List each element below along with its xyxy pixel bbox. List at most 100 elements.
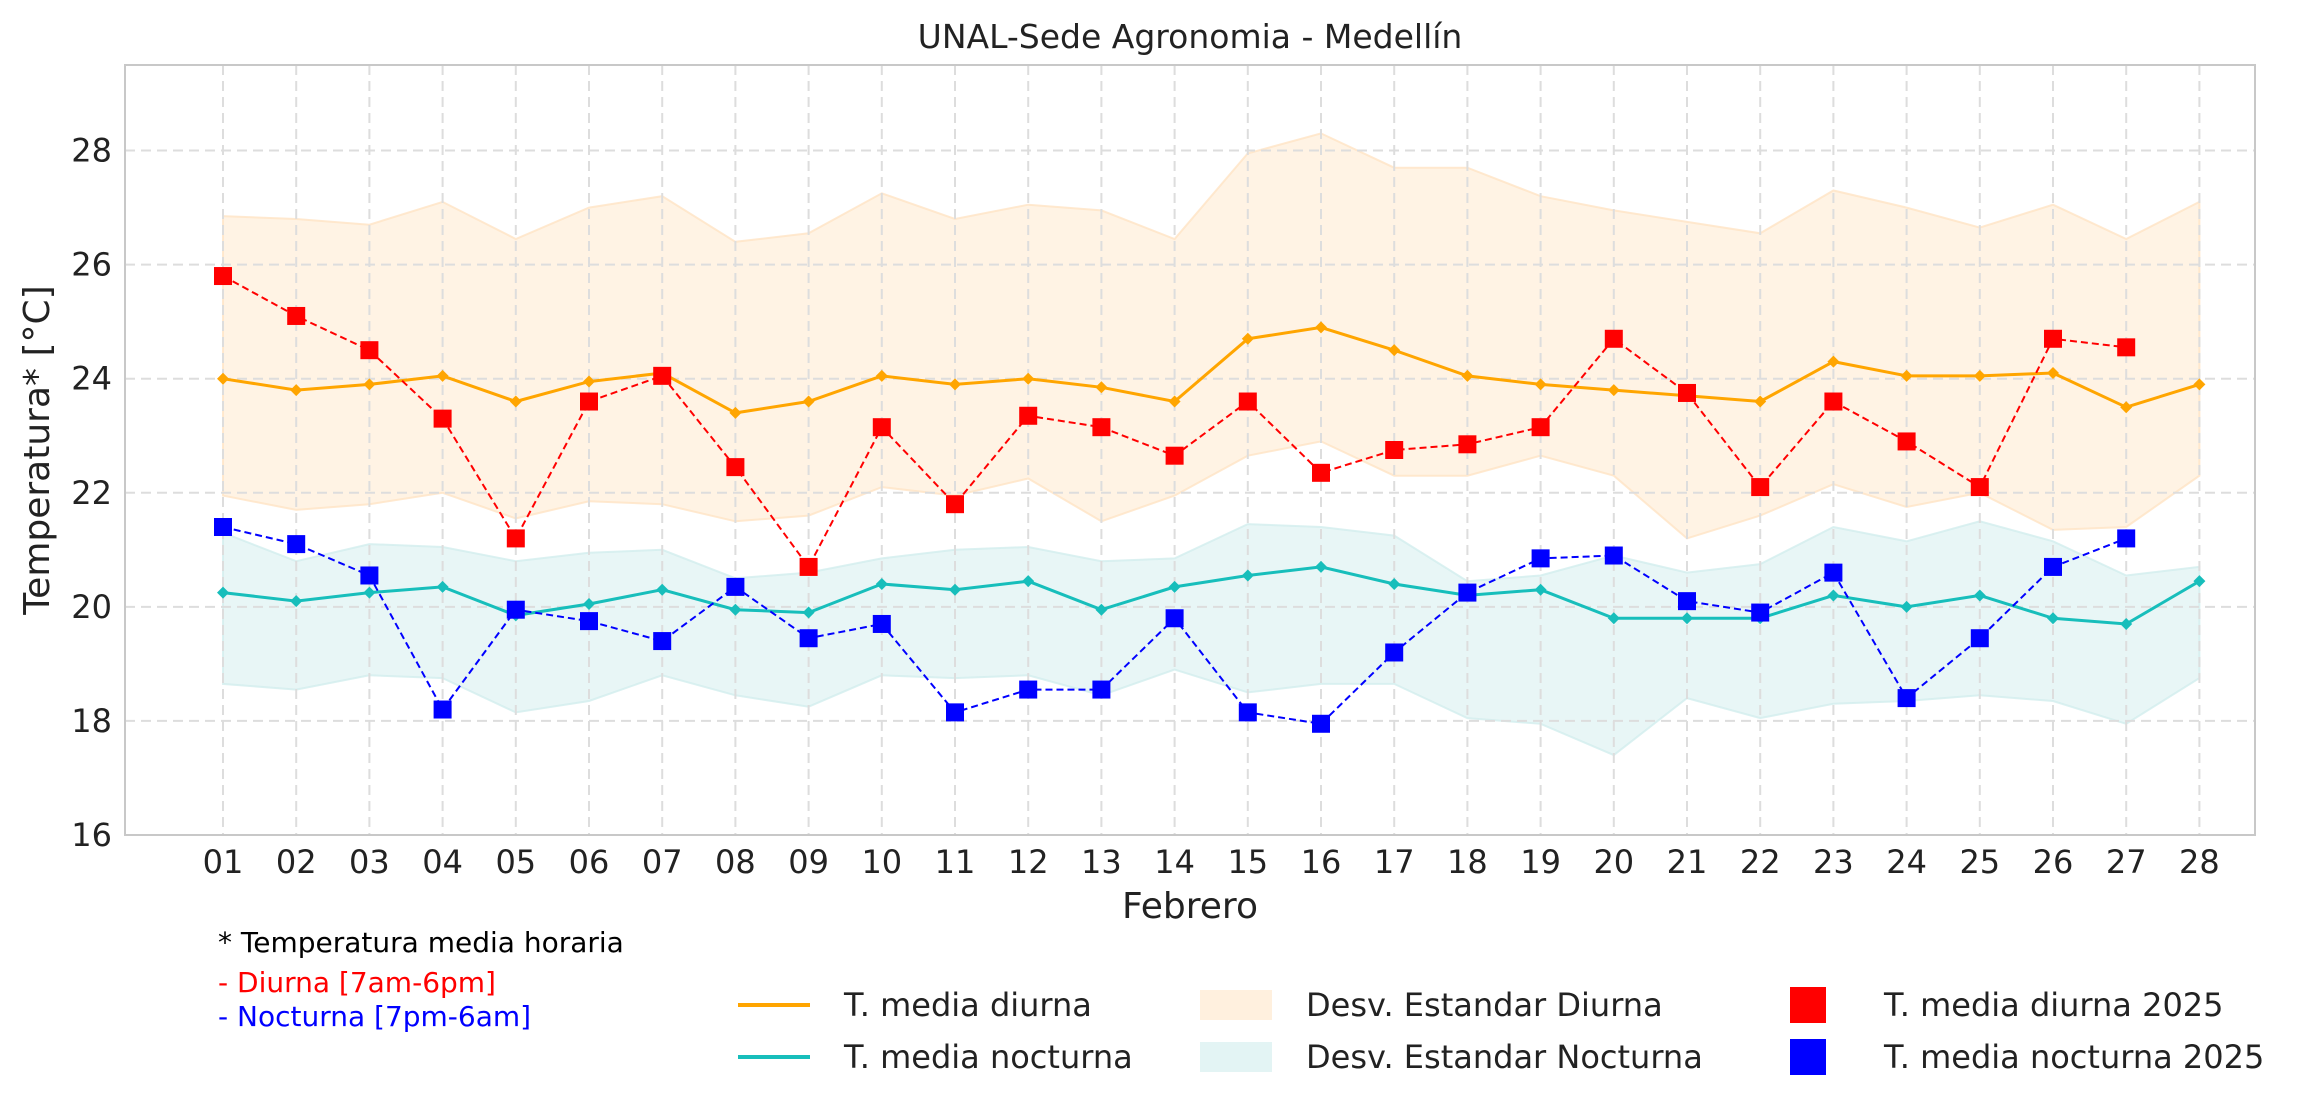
- point-media-nocturna: [1388, 578, 1401, 591]
- point-media-nocturna: [1607, 612, 1620, 625]
- series-line-media-nocturna: [222, 565, 2201, 626]
- point-nocturna-2025: [287, 535, 306, 554]
- legend-item-media-diurna: T. media diurna: [738, 986, 1092, 1024]
- legend-label-nocturna-2025: T. media nocturna 2025: [1884, 1038, 2265, 1076]
- point-media-nocturna: [949, 583, 961, 596]
- point-diurna-2025: [2117, 338, 2136, 357]
- legend-swatch-desv-diurna: [1200, 990, 1272, 1020]
- x-tick-label: 09: [788, 843, 829, 881]
- point-media-diurna: [2047, 367, 2059, 379]
- point-nocturna-2025: [1458, 583, 1477, 602]
- point-media-diurna: [436, 369, 449, 382]
- point-media-diurna: [1168, 395, 1181, 408]
- point-diurna-2025: [1824, 392, 1843, 411]
- point-media-diurna: [1461, 369, 1474, 382]
- legend-swatch-media-nocturna: [738, 1055, 810, 1059]
- legend-label-media-nocturna: T. media nocturna: [844, 1038, 1133, 1076]
- x-tick-label: 06: [569, 843, 610, 881]
- x-tick-label: 26: [2033, 843, 2074, 881]
- point-nocturna-2025: [1238, 703, 1257, 722]
- x-tick-label: 07: [642, 843, 683, 881]
- x-tick-label: 19: [1520, 843, 1561, 881]
- point-nocturna-2025: [1678, 592, 1696, 611]
- note-nighttime: - Nocturna [7pm-6am]: [218, 1000, 532, 1033]
- point-diurna-2025: [1312, 463, 1330, 482]
- legend-item-nocturna-2025: T. media nocturna 2025: [1772, 1038, 2264, 1076]
- point-media-nocturna: [1900, 600, 1913, 613]
- point-diurna-2025: [1751, 478, 1770, 497]
- point-media-diurna: [1241, 332, 1254, 345]
- point-media-diurna: [509, 395, 522, 408]
- point-diurna-2025: [433, 409, 452, 428]
- point-diurna-2025: [1019, 406, 1038, 425]
- point-media-nocturna: [436, 580, 449, 593]
- point-media-nocturna: [1315, 560, 1327, 573]
- point-media-diurna: [729, 406, 742, 419]
- x-tick-label: 05: [495, 843, 536, 881]
- point-media-diurna: [1973, 369, 1986, 382]
- x-axis-label: Febrero: [1122, 886, 1258, 927]
- point-nocturna-2025: [1751, 603, 1770, 622]
- legend-label-desv-diurna: Desv. Estandar Diurna: [1306, 986, 1663, 1024]
- point-diurna-2025: [2044, 329, 2062, 348]
- y-tick-label: 22: [71, 474, 112, 512]
- point-media-diurna: [1095, 381, 1108, 394]
- point-media-diurna: [2193, 378, 2206, 391]
- x-tick-label: 14: [1154, 843, 1195, 881]
- y-tick-label: 28: [71, 132, 112, 170]
- x-tick-label: 04: [422, 843, 463, 881]
- point-media-diurna: [802, 395, 815, 408]
- x-tick-label: 20: [1593, 843, 1634, 881]
- point-nocturna-2025: [580, 612, 598, 631]
- note-daytime: - Diurna [7am-6pm]: [218, 966, 496, 999]
- std-bands: [222, 132, 2201, 757]
- x-tick-label: 18: [1447, 843, 1488, 881]
- point-media-diurna: [1827, 355, 1840, 368]
- note-hourly-mean: * Temperatura media horaria: [218, 926, 624, 959]
- legend-swatch-nocturna-2025: [1790, 1039, 1826, 1075]
- point-media-nocturna: [802, 606, 815, 619]
- point-media-nocturna: [1973, 589, 1986, 602]
- point-media-diurna: [2120, 401, 2133, 414]
- legend-label-diurna-2025: T. media diurna 2025: [1884, 986, 2224, 1024]
- plot-frame: [124, 64, 2256, 836]
- point-media-diurna: [1754, 395, 1767, 408]
- point-diurna-2025: [1385, 441, 1404, 459]
- point-media-diurna: [583, 375, 595, 388]
- point-nocturna-2025: [506, 600, 525, 619]
- point-media-nocturna: [2047, 612, 2059, 625]
- point-media-nocturna: [363, 586, 376, 599]
- x-tick-label: 13: [1081, 843, 1122, 881]
- y-tick-label: 18: [71, 702, 112, 740]
- point-nocturna-2025: [1897, 689, 1916, 708]
- x-tick-label: 24: [1886, 843, 1927, 881]
- point-media-nocturna: [583, 598, 595, 610]
- axis-ticks: 01 02 03 04 05 06 07 08 09 10 11 12 13 14 15 16 17 18 19 20…: [71, 132, 2219, 881]
- point-diurna-2025: [946, 495, 964, 514]
- legend-label-media-diurna: T. media diurna: [844, 986, 1092, 1024]
- point-nocturna-2025: [433, 700, 452, 719]
- point-media-diurna: [1315, 321, 1327, 334]
- legend-label-desv-nocturna: Desv. Estandar Nocturna: [1306, 1038, 1703, 1076]
- point-media-nocturna: [2120, 617, 2133, 630]
- point-diurna-2025: [799, 557, 818, 576]
- point-diurna-2025: [1238, 392, 1257, 411]
- point-nocturna-2025: [653, 632, 672, 651]
- x-tick-label: 11: [935, 843, 976, 881]
- x-tick-label: 22: [1740, 843, 1781, 881]
- chart-title: UNAL-Sede Agronomia - Medellín: [918, 17, 1463, 56]
- point-media-nocturna: [729, 603, 742, 616]
- legend-swatch-desv-nocturna: [1200, 1042, 1272, 1072]
- point-diurna-2025: [872, 418, 891, 437]
- x-tick-label: 03: [349, 843, 390, 881]
- point-diurna-2025: [214, 267, 232, 286]
- x-tick-label: 17: [1374, 843, 1415, 881]
- point-diurna-2025: [726, 458, 745, 477]
- x-tick-label: 28: [2179, 843, 2220, 881]
- point-diurna-2025: [506, 529, 525, 548]
- band-desv-diurna: [222, 132, 2201, 540]
- point-nocturna-2025: [799, 629, 818, 648]
- legend-item-media-nocturna: T. media nocturna: [738, 1038, 1133, 1076]
- point-diurna-2025: [1897, 432, 1916, 451]
